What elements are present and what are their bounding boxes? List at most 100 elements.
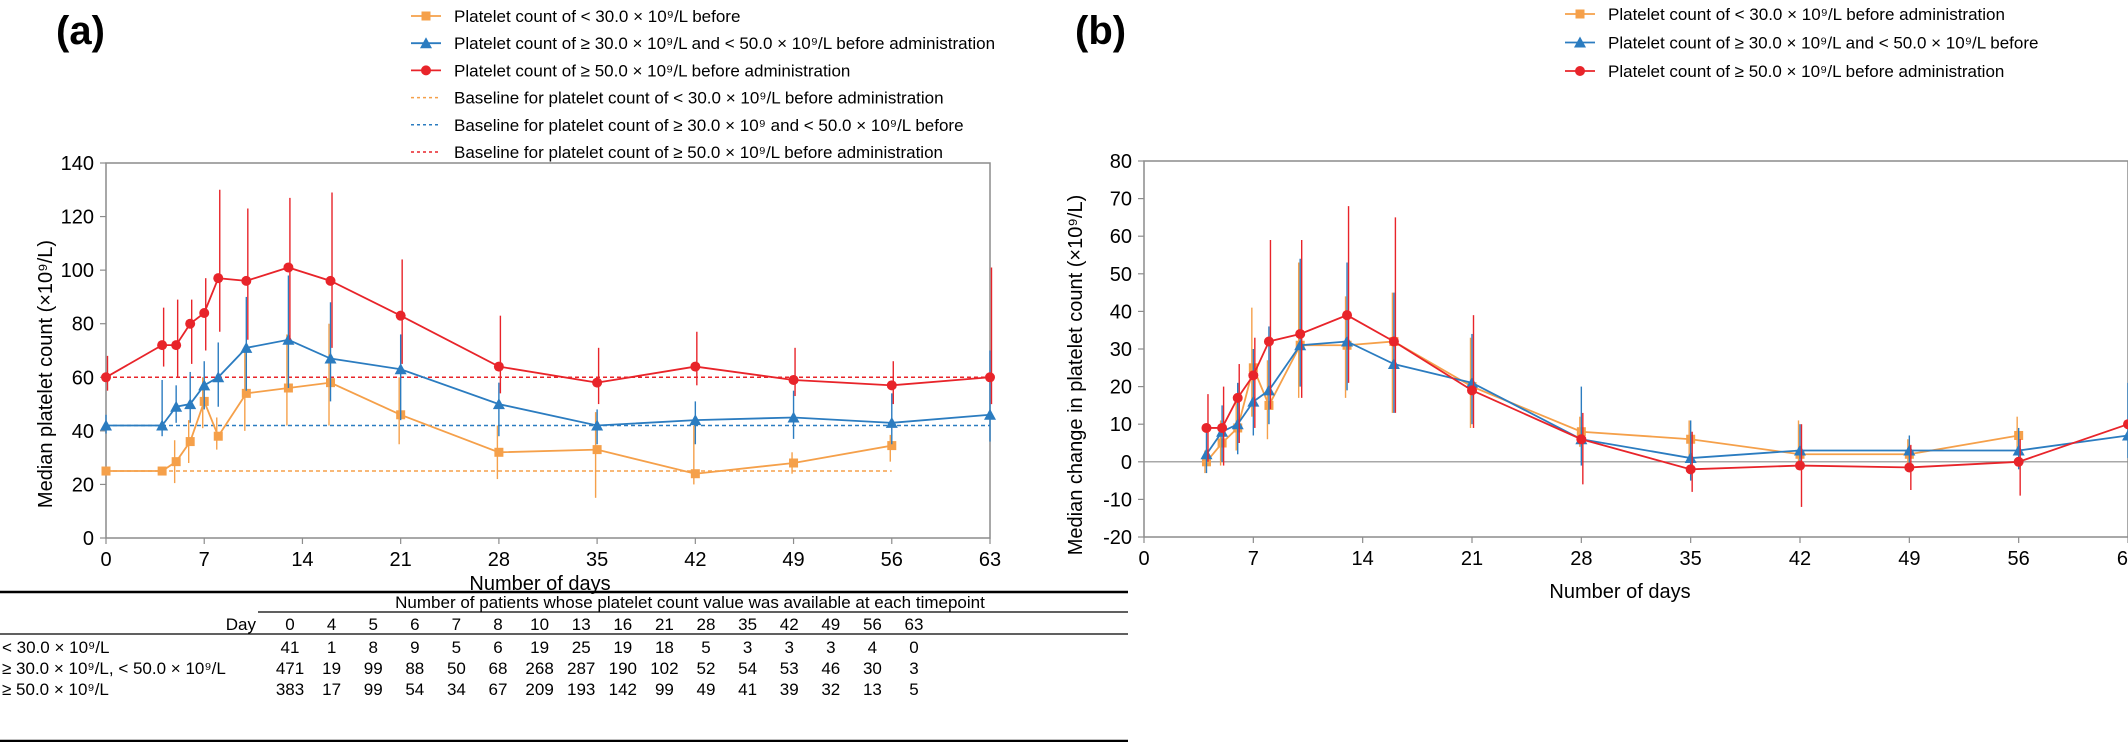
panel-a-series-2 (100, 275, 996, 445)
table-day-header: 0 (285, 615, 294, 634)
table-cell: 18 (655, 638, 674, 657)
table-cell: 88 (405, 659, 424, 678)
panel-a-series (100, 189, 996, 498)
panel-b-legend-label: Platelet count of ≥ 50.0 × 10⁹/L before … (1608, 62, 2004, 81)
table-cell: 54 (405, 680, 424, 699)
panel-a-y-tick-label: 40 (72, 421, 94, 443)
panel-b-data-point (1263, 336, 1274, 347)
panel-a-data-point (185, 437, 195, 447)
table-day-header: 28 (697, 615, 716, 634)
table-cell: 19 (613, 638, 632, 657)
table-cell: 102 (650, 659, 678, 678)
panel-b-y-tick-label: 70 (1110, 189, 1132, 211)
panel-b-data-point (2122, 429, 2128, 441)
panel-b-x-tick-label: 49 (1898, 548, 1920, 570)
panel-b-data-point (1904, 462, 1915, 473)
table-cell: 5 (909, 680, 918, 699)
panel-a-baselines (106, 376, 990, 472)
panel-b-data-point (1576, 434, 1587, 445)
panel-b-y-tick-label: 30 (1110, 339, 1132, 361)
panel-b-data-point (1262, 384, 1275, 396)
panel-a-y-tick-label: 0 (83, 528, 94, 550)
panel-a-data-point (394, 363, 407, 375)
panel-a-y-axis-title: Median platelet count (×10⁹/L) (35, 240, 57, 508)
panel-a-data-point (184, 398, 197, 410)
panel-b-y-tick-label: 40 (1110, 301, 1132, 323)
panel-a-legend-label: Baseline for platelet count of ≥ 50.0 × … (454, 143, 943, 162)
table-cell: 13 (863, 680, 882, 699)
table-day-header: 6 (410, 615, 419, 634)
panel-a-ticks: 0 7 14 21 28 35 42 49 56 63 0 20 40 60 80 100 120 140 (61, 153, 1002, 571)
table-cell: 52 (697, 659, 716, 678)
panel-a-legend-label: Baseline for platelet count of ≥ 30.0 × … (454, 116, 964, 135)
panel-a-data-point (212, 371, 225, 383)
table-cell: 34 (447, 680, 466, 699)
panel-b-x-tick-label: 21 (1461, 548, 1483, 570)
panel-b-data-point (1341, 335, 1354, 347)
panel-a-y-tick-label: 120 (61, 207, 94, 229)
table-day-header: 8 (493, 615, 502, 634)
panel-b-data-point (1794, 444, 1806, 456)
panel-a-series-line (106, 338, 991, 427)
table-cell: 46 (821, 659, 840, 678)
table-cell: 32 (821, 680, 840, 699)
panel-a-data-point (185, 318, 196, 329)
table-cell: 99 (364, 680, 383, 699)
panel-a-x-tick-label: 56 (881, 549, 903, 571)
table-title: Number of patients whose platelet count … (395, 593, 985, 612)
table-cell: 268 (525, 659, 553, 678)
panel-b-y-tick-label: 80 (1110, 151, 1132, 173)
panel-a-y-tick-label: 140 (61, 153, 94, 175)
table-row-label: ≥ 50.0 × 10⁹/L (2, 680, 109, 699)
table-cell: 6 (493, 638, 502, 657)
table-cell: 30 (863, 659, 882, 678)
panel-b-data-point (1295, 328, 1306, 339)
panel-b-x-tick-label: 56 (2008, 548, 2030, 570)
panel-a-data-point (984, 408, 996, 420)
panel-a-data-point (395, 310, 406, 321)
table-day-header: 10 (530, 615, 549, 634)
table-cell: 3 (826, 638, 835, 657)
panel-a-data-point (690, 469, 700, 479)
table-cell: 142 (609, 680, 637, 699)
panel-a-label: (a) (56, 9, 105, 53)
panel-b-legend-marker (1574, 36, 1586, 48)
panel-a-legend-marker (420, 37, 432, 49)
table-cell: 0 (909, 638, 918, 657)
panel-b-data-point (1201, 422, 1212, 433)
panel-a-data-point (171, 457, 181, 467)
panel-a-y-tick-label: 60 (72, 367, 94, 389)
table-day-header: 4 (327, 615, 336, 634)
panel-a-data-point (592, 377, 603, 388)
table-cell: 5 (452, 638, 461, 657)
table-cell: 471 (276, 659, 304, 678)
panel-b-legend-marker (1575, 66, 1585, 76)
panel-b-y-tick-label: -10 (1103, 489, 1132, 511)
panel-a-legend-label: Platelet count of ≥ 30.0 × 10⁹/L and < 5… (454, 34, 995, 53)
panel-a-data-point (788, 374, 799, 385)
panel-a-y-tick-label: 80 (72, 314, 94, 336)
table-cell: 39 (780, 680, 799, 699)
panel-a-x-axis-title: Number of days (469, 573, 610, 595)
panel-a-x-tick-label: 14 (291, 549, 313, 571)
panel-a-series-3 (101, 189, 995, 405)
panel-a-legend-label: Baseline for platelet count of < 30.0 × … (454, 89, 944, 108)
panel-a-data-point (591, 419, 604, 431)
panel-b-y-tick-label: 10 (1110, 414, 1132, 436)
panel-a-data-point (241, 388, 251, 398)
panel-b-data-point (1467, 385, 1477, 396)
table-cell: 41 (738, 680, 757, 699)
panel-a-y-tick-label: 100 (61, 260, 94, 282)
table-day-header: 5 (368, 615, 377, 634)
table-day-header: 16 (613, 615, 632, 634)
table-cells: 0 4 5 6 7 8 10 13 16 21 28 35 42 49 56 63< 30.0 × 10⁹/L… (2, 615, 923, 699)
panel-a-data-point (282, 333, 295, 345)
panel-a-data-point (170, 400, 183, 412)
panel-a-x-tick-label: 42 (684, 549, 706, 571)
panel-a-x-tick-label: 28 (488, 549, 510, 571)
panel-b-series (1200, 206, 2128, 507)
panel-b-data-point (2123, 419, 2128, 430)
panel-b-data-point (1903, 444, 1916, 456)
panel-b-x-tick-label: 0 (1138, 548, 1149, 570)
table-day-header: 13 (572, 615, 591, 634)
